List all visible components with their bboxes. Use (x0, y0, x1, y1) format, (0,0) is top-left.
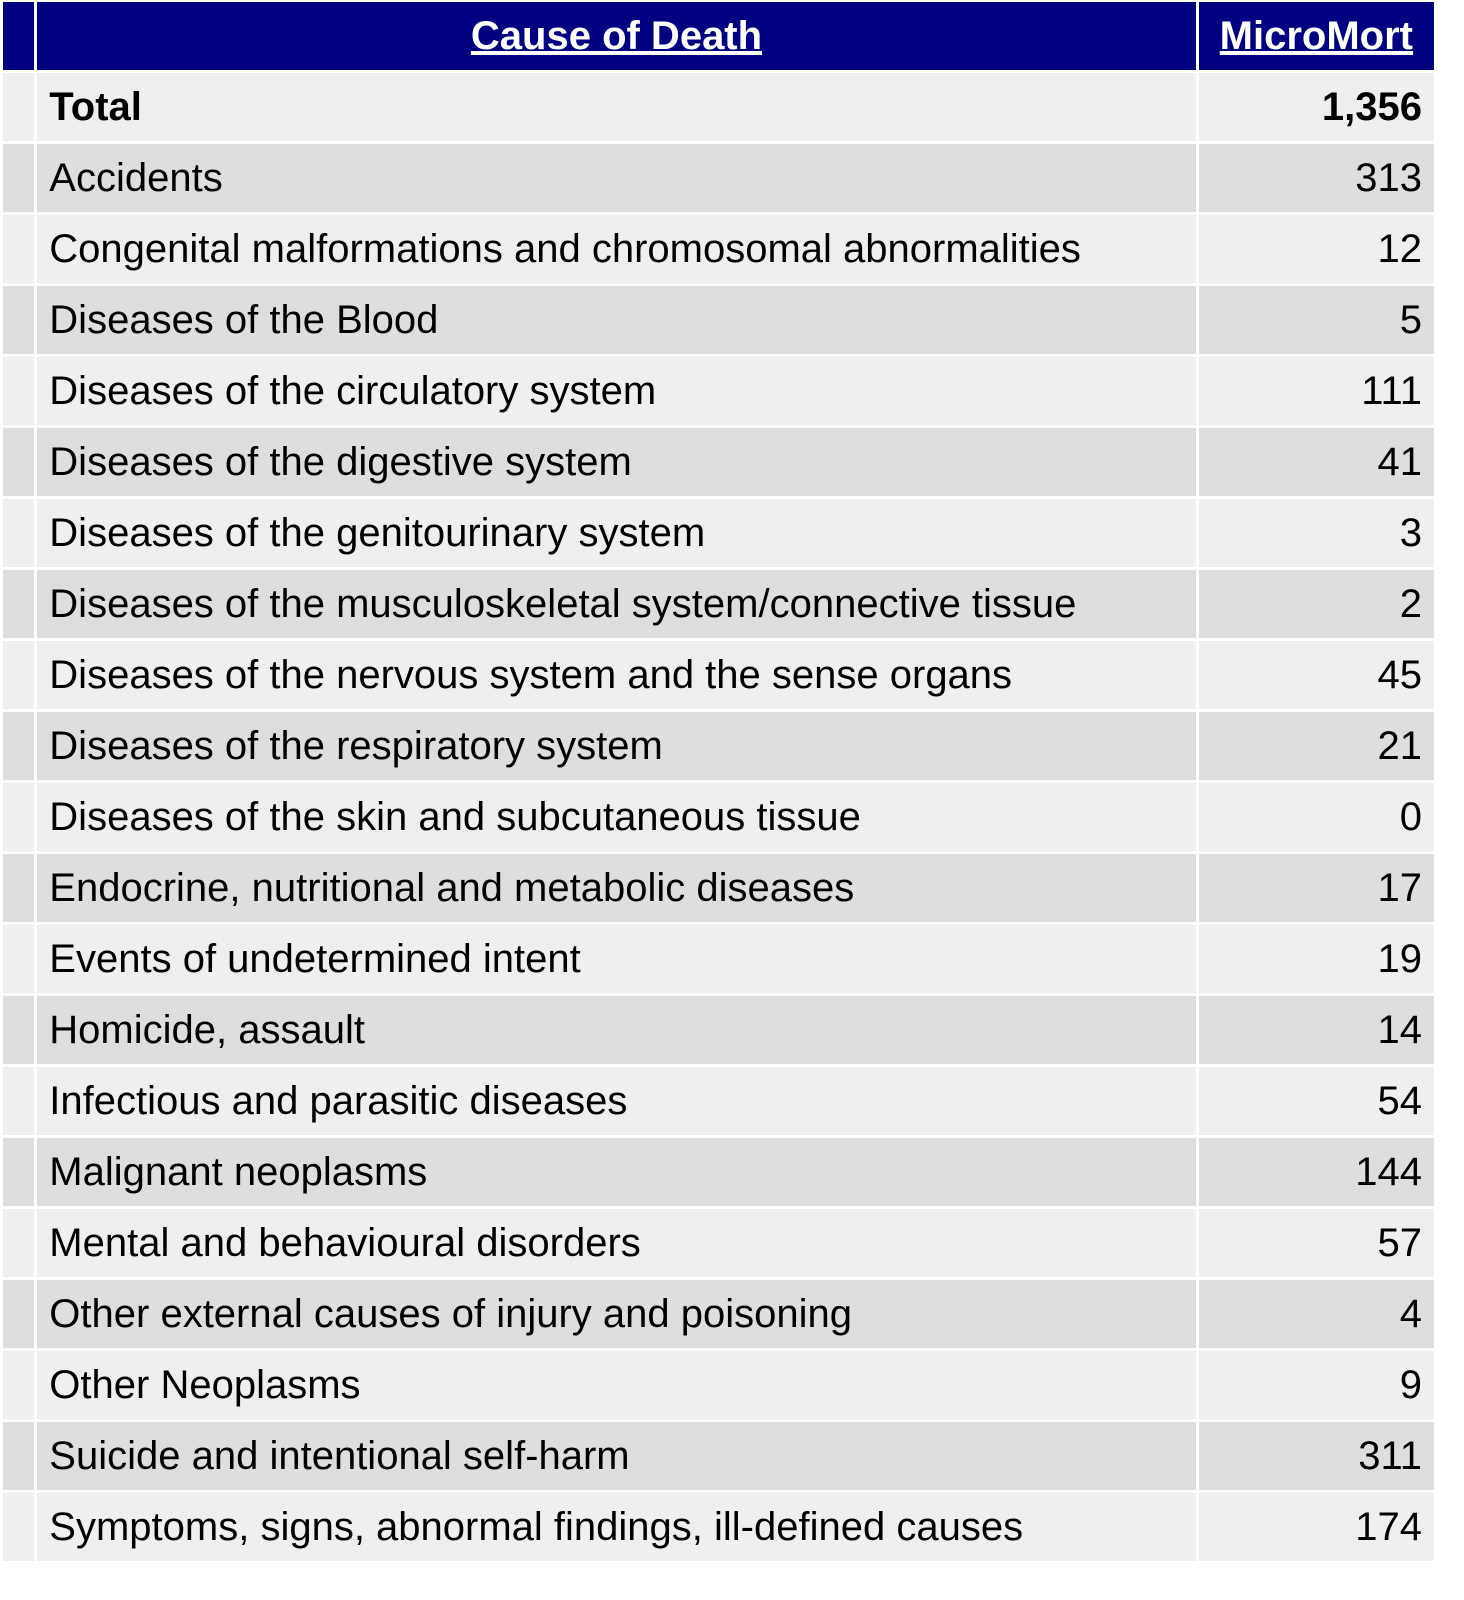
row-gutter-cell (3, 357, 35, 425)
table-row: Diseases of the respiratory system 21 (3, 712, 1434, 780)
cause-cell: Diseases of the nervous system and the s… (37, 641, 1196, 709)
cause-cell: Infectious and parasitic diseases (37, 1067, 1196, 1135)
micromort-cell: 3 (1198, 499, 1434, 567)
row-gutter-cell (3, 1067, 35, 1135)
micromort-cell: 5 (1198, 286, 1434, 354)
micromort-cell: 14 (1198, 996, 1434, 1064)
cause-cell: Diseases of the skin and subcutaneous ti… (37, 783, 1196, 851)
table-row: Events of undetermined intent 19 (3, 925, 1434, 993)
cause-cell: Diseases of the genitourinary system (37, 499, 1196, 567)
cause-cell: Other external causes of injury and pois… (37, 1280, 1196, 1348)
cause-cell: Other Neoplasms (37, 1351, 1196, 1419)
micromort-cell: 57 (1198, 1209, 1434, 1277)
micromort-cell: 45 (1198, 641, 1434, 709)
micromort-cell: 41 (1198, 428, 1434, 496)
cause-cell: Homicide, assault (37, 996, 1196, 1064)
row-gutter-cell (3, 215, 35, 283)
micromort-cell: 111 (1198, 357, 1434, 425)
table-row: Accidents 313 (3, 144, 1434, 212)
table-row: Congenital malformations and chromosomal… (3, 215, 1434, 283)
micromort-cell: 54 (1198, 1067, 1434, 1135)
row-gutter-cell (3, 499, 35, 567)
row-gutter-cell (3, 1280, 35, 1348)
table-row: Symptoms, signs, abnormal findings, ill-… (3, 1493, 1434, 1561)
table-row: Mental and behavioural disorders 57 (3, 1209, 1434, 1277)
micromort-cell: 19 (1198, 925, 1434, 993)
header-micromort: MicroMort (1198, 2, 1434, 70)
cause-cell: Malignant neoplasms (37, 1138, 1196, 1206)
table-row: Endocrine, nutritional and metabolic dis… (3, 854, 1434, 922)
cause-cell: Diseases of the respiratory system (37, 712, 1196, 780)
micromort-cell: 0 (1198, 783, 1434, 851)
cause-cell: Events of undetermined intent (37, 925, 1196, 993)
row-gutter-cell (3, 1422, 35, 1490)
row-gutter-cell (3, 783, 35, 851)
table-row: Other Neoplasms 9 (3, 1351, 1434, 1419)
total-row: Total 1,356 (3, 73, 1434, 141)
row-gutter-cell (3, 1351, 35, 1419)
header-cause-of-death: Cause of Death (37, 2, 1196, 70)
row-gutter-cell (3, 996, 35, 1064)
cause-cell: Diseases of the digestive system (37, 428, 1196, 496)
sort-by-micromort-link[interactable]: MicroMort (1219, 13, 1413, 58)
micromort-cell: 21 (1198, 712, 1434, 780)
micromort-cell: 17 (1198, 854, 1434, 922)
row-gutter-cell (3, 286, 35, 354)
row-gutter-cell (3, 854, 35, 922)
cause-cell: Diseases of the Blood (37, 286, 1196, 354)
cause-cell: Mental and behavioural disorders (37, 1209, 1196, 1277)
table-row: Diseases of the Blood 5 (3, 286, 1434, 354)
table-row: Diseases of the skin and subcutaneous ti… (3, 783, 1434, 851)
row-gutter-cell (3, 570, 35, 638)
sort-by-cause-link[interactable]: Cause of Death (470, 13, 763, 58)
table-row: Suicide and intentional self-harm 311 (3, 1422, 1434, 1490)
micromort-cell: 12 (1198, 215, 1434, 283)
table-row: Diseases of the nervous system and the s… (3, 641, 1434, 709)
micromort-cell: 9 (1198, 1351, 1434, 1419)
cause-cell: Symptoms, signs, abnormal findings, ill-… (37, 1493, 1196, 1561)
table-row: Homicide, assault 14 (3, 996, 1434, 1064)
micromort-cell: 311 (1198, 1422, 1434, 1490)
row-gutter-cell (3, 925, 35, 993)
total-label: Total (37, 73, 1196, 141)
row-gutter-cell (3, 73, 35, 141)
header-gutter-cell (3, 2, 35, 70)
table-row: Infectious and parasitic diseases 54 (3, 1067, 1434, 1135)
table-row: Diseases of the genitourinary system 3 (3, 499, 1434, 567)
table-row: Other external causes of injury and pois… (3, 1280, 1434, 1348)
cause-cell: Diseases of the circulatory system (37, 357, 1196, 425)
row-gutter-cell (3, 641, 35, 709)
table-row: Diseases of the circulatory system 111 (3, 357, 1434, 425)
table-body: Total 1,356 Accidents 313 Congenital malfo… (3, 73, 1434, 1561)
micromort-cell: 174 (1198, 1493, 1434, 1561)
table-row: Malignant neoplasms 144 (3, 1138, 1434, 1206)
row-gutter-cell (3, 428, 35, 496)
micromort-cell: 4 (1198, 1280, 1434, 1348)
table-row: Diseases of the musculoskeletal system/c… (3, 570, 1434, 638)
cause-cell: Suicide and intentional self-harm (37, 1422, 1196, 1490)
cause-cell: Congenital malformations and chromosomal… (37, 215, 1196, 283)
total-value: 1,356 (1198, 73, 1434, 141)
row-gutter-cell (3, 1138, 35, 1206)
cause-cell: Diseases of the musculoskeletal system/c… (37, 570, 1196, 638)
micromort-table: Cause of Death MicroMort Total 1,356 Acc… (3, 2, 1434, 1561)
table-header-row: Cause of Death MicroMort (3, 2, 1434, 70)
micromort-cell: 313 (1198, 144, 1434, 212)
table-row: Diseases of the digestive system 41 (3, 428, 1434, 496)
row-gutter-cell (3, 712, 35, 780)
micromort-cell: 144 (1198, 1138, 1434, 1206)
row-gutter-cell (3, 1493, 35, 1561)
row-gutter-cell (3, 1209, 35, 1277)
micromort-cell: 2 (1198, 570, 1434, 638)
row-gutter-cell (3, 144, 35, 212)
cause-cell: Accidents (37, 144, 1196, 212)
cause-cell: Endocrine, nutritional and metabolic dis… (37, 854, 1196, 922)
